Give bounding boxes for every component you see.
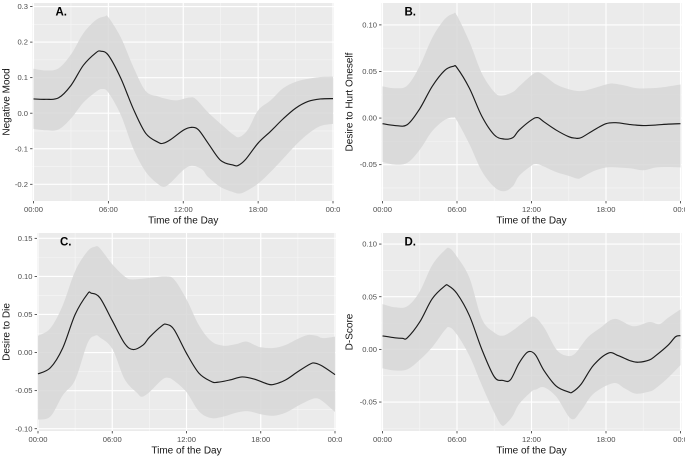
axis-ticks bbox=[34, 237, 336, 434]
confidence-band bbox=[38, 246, 335, 420]
confidence-band bbox=[33, 15, 333, 194]
x-tick-label: 12:00 bbox=[521, 435, 540, 444]
x-tick-label: 12:00 bbox=[521, 205, 540, 214]
y-tick-label: 0.0 bbox=[17, 109, 28, 118]
y-axis-title: D-Score bbox=[344, 313, 355, 350]
panel-letter: D. bbox=[404, 237, 416, 249]
smooth-trend-line bbox=[381, 64, 681, 140]
y-tick-label: 0.00 bbox=[362, 114, 377, 123]
x-tick-label: 00:00 bbox=[372, 205, 391, 214]
x-tick-label: 06:00 bbox=[99, 205, 118, 214]
y-tick-label: 0.05 bbox=[18, 310, 33, 319]
y-axis-title: Negative Mood bbox=[2, 68, 13, 135]
smooth-trend-line bbox=[381, 284, 681, 394]
x-tick-label: 12:00 bbox=[174, 205, 193, 214]
x-tick-label: 00:0 bbox=[328, 435, 343, 444]
y-tick-label: 0.05 bbox=[362, 292, 377, 301]
panel-desire-to-hurt-oneself: 0.10 0.05 0.00 -0.05 00:00 06:00 12:00 18:00 00:… bbox=[343, 0, 685, 230]
confidence-band bbox=[382, 12, 680, 192]
x-tick-label: 00:00 bbox=[372, 435, 391, 444]
x-tick-label: 00:0 bbox=[326, 205, 341, 214]
chart-d-score: 0.10 0.05 0.00 -0.05 00:00 06:00 12:00 18:00 00:… bbox=[344, 233, 685, 457]
x-tick-label: 18:00 bbox=[596, 205, 615, 214]
smooth-trend-line bbox=[33, 50, 334, 167]
x-axis-title: Time of the Day bbox=[151, 446, 221, 457]
y-tick-label: 0.10 bbox=[18, 272, 33, 281]
x-tick-label: 00:0 bbox=[673, 205, 685, 214]
y-tick-label: 0.10 bbox=[362, 20, 377, 29]
x-tick-label: 06:00 bbox=[103, 435, 122, 444]
x-tick-label: 12:00 bbox=[177, 435, 196, 444]
y-tick-label: 0.1 bbox=[17, 73, 28, 82]
y-tick-label: 0.00 bbox=[18, 348, 33, 357]
panel-desire-to-die: 0.15 0.10 0.05 0.00 -0.05 -0.10 00:00 06:00 12:0… bbox=[0, 230, 343, 460]
y-tick-label: -0.05 bbox=[359, 398, 376, 407]
y-tick-label: 0.10 bbox=[362, 240, 377, 249]
confidence-band bbox=[382, 247, 680, 426]
y-tick-label: 0.05 bbox=[362, 67, 377, 76]
chart-desire-to-hurt-oneself: 0.10 0.05 0.00 -0.05 00:00 06:00 12:00 18:00 00:… bbox=[344, 3, 685, 227]
y-tick-label: -0.05 bbox=[15, 386, 32, 395]
x-axis-title: Time of the Day bbox=[148, 216, 218, 227]
y-tick-label: -0.2 bbox=[15, 180, 28, 189]
y-axis-title: Desire to Die bbox=[2, 303, 13, 361]
smooth-trend-line bbox=[37, 291, 336, 386]
y-tick-label: 0.15 bbox=[18, 234, 33, 243]
panel-letter: B. bbox=[404, 7, 416, 19]
y-tick-label: 0.00 bbox=[362, 345, 377, 354]
x-tick-label: 00:0 bbox=[673, 435, 685, 444]
axis-ticks bbox=[378, 243, 681, 434]
y-tick-label: -0.1 bbox=[15, 144, 28, 153]
y-axis-title: Desire to Hurt Oneself bbox=[344, 52, 355, 151]
x-tick-label: 18:00 bbox=[251, 435, 270, 444]
y-tick-label: 0.2 bbox=[17, 38, 28, 47]
axis-ticks bbox=[30, 6, 334, 204]
x-tick-label: 00:00 bbox=[28, 435, 47, 444]
chart-negative-mood: 0.3 0.2 0.1 0.0 -0.1 -0.2 00:00 06:00 12:00 18:00… bbox=[2, 2, 341, 227]
y-tick-label: -0.05 bbox=[359, 160, 376, 169]
x-axis-title: Time of the Day bbox=[496, 216, 566, 227]
x-tick-label: 18:00 bbox=[596, 435, 615, 444]
x-axis-title: Time of the Day bbox=[496, 446, 566, 457]
axis-ticks bbox=[378, 24, 681, 204]
panel-negative-mood: 0.3 0.2 0.1 0.0 -0.1 -0.2 00:00 06:00 12:00 18:00… bbox=[0, 0, 343, 230]
chart-desire-to-die: 0.15 0.10 0.05 0.00 -0.05 -0.10 00:00 06:00 12:0… bbox=[2, 233, 343, 457]
x-tick-label: 18:00 bbox=[249, 205, 268, 214]
panel-letter: C. bbox=[60, 237, 72, 249]
y-tick-label: 0.3 bbox=[17, 2, 28, 11]
y-tick-label: -0.10 bbox=[15, 424, 32, 433]
x-tick-label: 06:00 bbox=[447, 435, 466, 444]
panel-d-score: 0.10 0.05 0.00 -0.05 00:00 06:00 12:00 18:00 00:… bbox=[343, 230, 685, 460]
x-tick-label: 06:00 bbox=[447, 205, 466, 214]
panel-letter: A. bbox=[56, 7, 68, 19]
x-tick-label: 00:00 bbox=[24, 205, 43, 214]
